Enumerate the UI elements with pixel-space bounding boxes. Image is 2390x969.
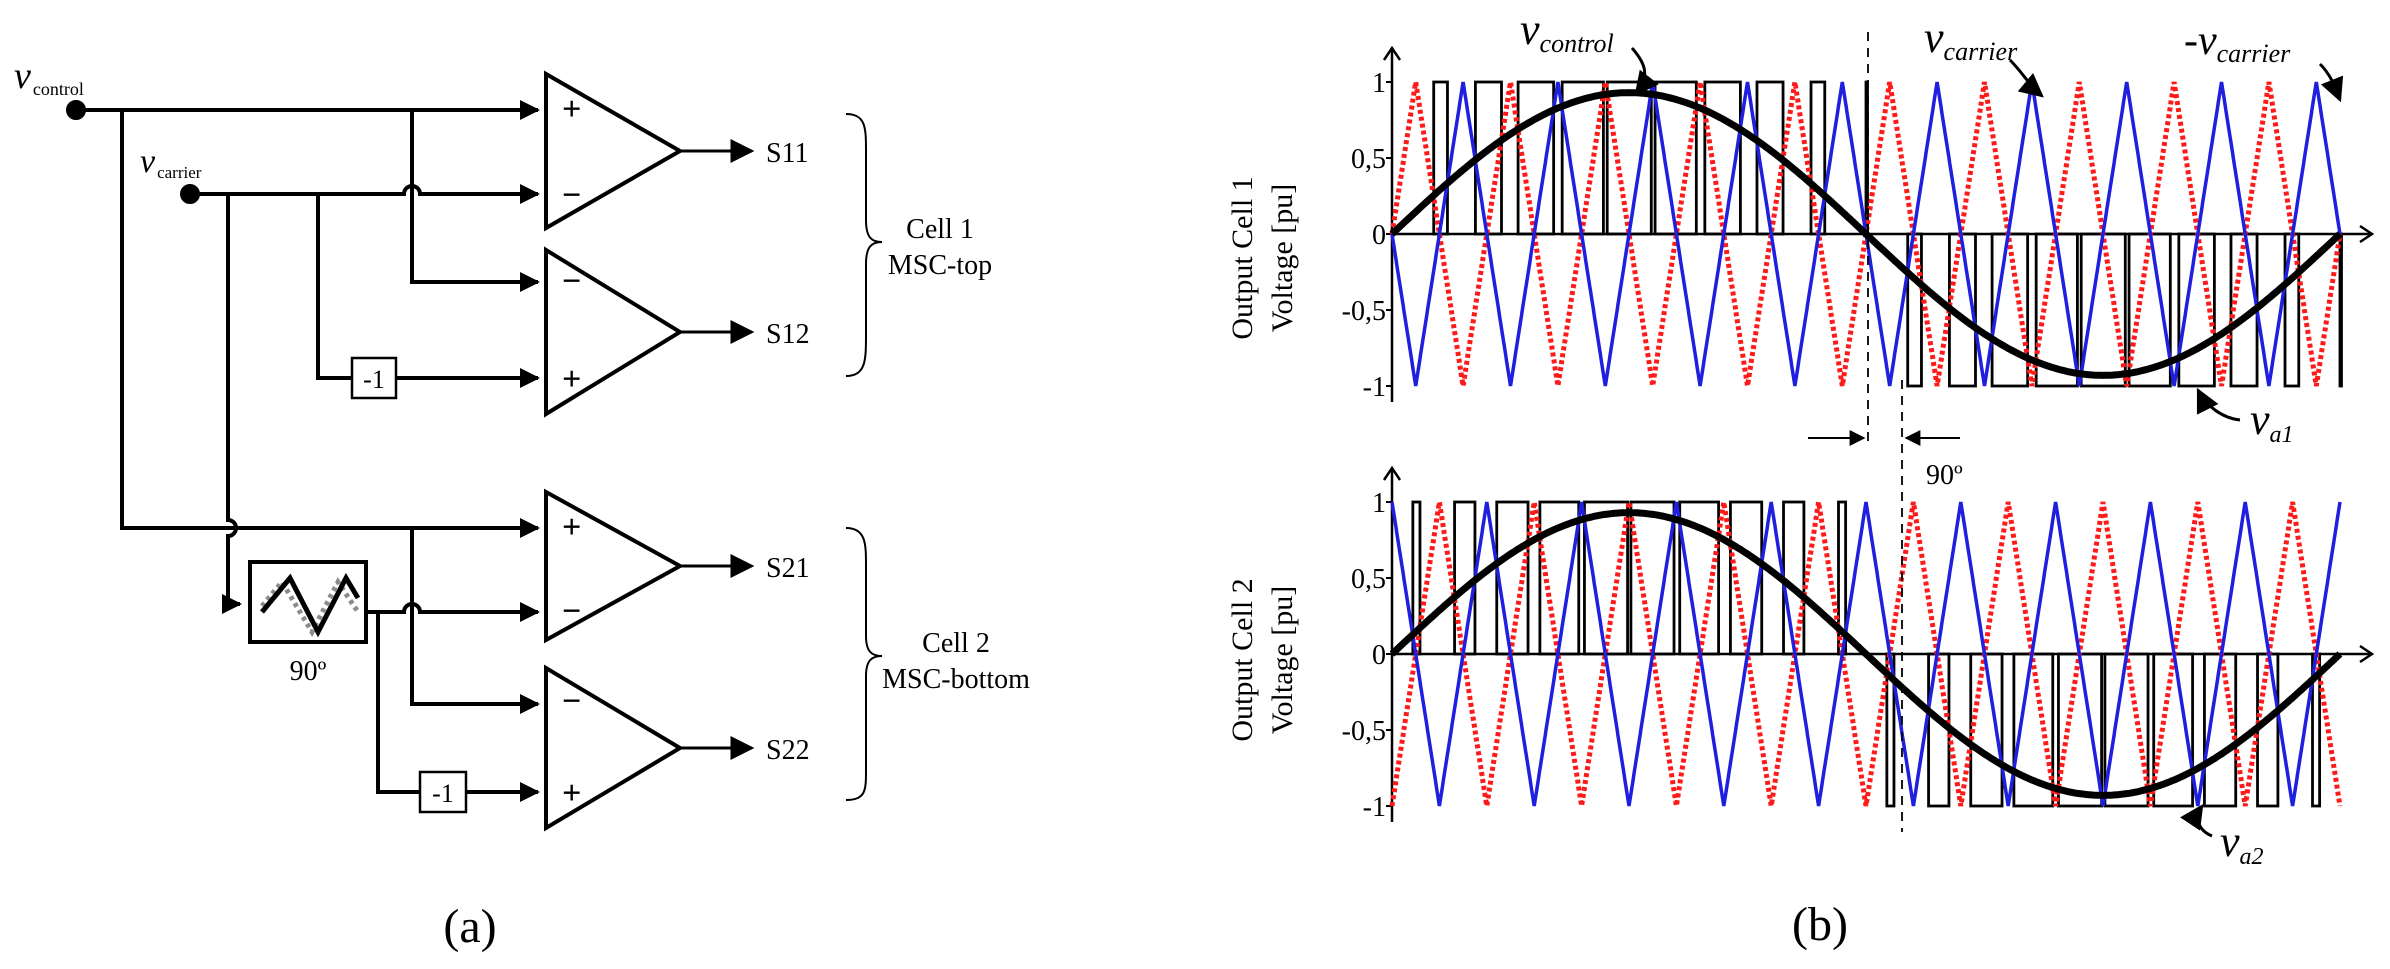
shift-out-wire <box>366 602 540 622</box>
chart2-ylabel-line2: Voltage [pu] <box>1266 586 1299 735</box>
s22-plus-sign: + <box>562 775 581 812</box>
chart2-pwm-pulse <box>1583 500 1629 656</box>
leader-va1 <box>2196 387 2241 422</box>
chart2-pwm-pulse <box>1629 500 1676 656</box>
chart2-pwm-pulse <box>1453 500 1477 656</box>
comparator-s22 <box>544 664 684 832</box>
chart1-pwm-pulse <box>1605 80 1653 236</box>
chart1-pwm-pulse <box>1516 80 1556 236</box>
chart1-pwm-pulse <box>2079 232 2127 388</box>
chart2-pwm-pulse <box>2256 652 2280 808</box>
chart2-pwm-pulse <box>1927 652 1951 808</box>
chart2-pwm-pulse <box>2103 652 2150 808</box>
s11-plus-sign: + <box>562 91 581 128</box>
panel-a-block-diagram <box>66 70 883 832</box>
chart2-x-arrowhead <box>2359 644 2375 664</box>
cell2-brace <box>845 527 883 801</box>
inverter-2-label: -1 <box>432 779 454 808</box>
phase-shift-label: 90º <box>290 656 327 687</box>
annotation-leaders <box>1630 32 2344 838</box>
chart2-control-line <box>1389 509 2343 799</box>
control-input-label: v control <box>14 55 84 99</box>
inverter-1-label: -1 <box>363 365 385 394</box>
comparator-s12 <box>544 246 684 418</box>
carrier-wire-to-s12 <box>410 110 540 292</box>
output-s22: S22 <box>766 735 810 766</box>
leader-v-control <box>1630 47 1659 96</box>
cell1-brace <box>845 113 883 377</box>
annotation-v-carrier: vcarrier <box>1924 13 2018 66</box>
chart2-ytick-label: 1 <box>1372 488 1386 519</box>
output-s21: S21 <box>766 553 810 584</box>
control-wire-to-s22 <box>410 528 540 714</box>
chart2-pwm-pulse <box>1782 500 1806 656</box>
s11-minus-sign: − <box>562 177 581 214</box>
leader-neg-v-carrier <box>2318 62 2344 103</box>
chart2-pwm-pulse <box>1495 500 1530 656</box>
panel-a-labels: v control v carrier + − − + + − − + -1 -1 … <box>14 55 1030 953</box>
s22-minus-sign: − <box>562 683 581 720</box>
comparator-s11 <box>544 70 685 232</box>
annotation-v-control: vcontrol <box>1520 5 1614 58</box>
chart2-ylabel-line1: Output Cell 2 <box>1226 578 1259 741</box>
chart1-control-line <box>1389 89 2343 379</box>
chart1-ytick-label: 1 <box>1372 68 1386 99</box>
carrier-wire-to-shift <box>222 194 242 614</box>
phase-shift-icon-dotted <box>260 577 361 638</box>
panel-b-labels: Output Cell 1 Voltage [pu] Output Cell 2… <box>1226 5 2294 951</box>
leader-v-carrier <box>2008 58 2044 98</box>
chart-cell1: 1 0,5 0 -0,5 -1 <box>1342 45 2375 403</box>
chart1-ytick-label: -1 <box>1363 372 1386 403</box>
inverter-box-2 <box>418 770 468 814</box>
caption-a: (a) <box>443 900 496 953</box>
chart1-ytick-label: 0,5 <box>1351 144 1386 175</box>
comparator-s21 <box>544 488 685 644</box>
s12-plus-sign: + <box>562 361 581 398</box>
s21-plus-sign: + <box>562 509 581 546</box>
shift-wire-inverter <box>376 612 420 794</box>
cell1-group-line2: MSC-top <box>888 250 992 281</box>
cell2-group-line2: MSC-bottom <box>882 664 1030 695</box>
output-s12: S12 <box>766 319 810 350</box>
caption-b: (b) <box>1792 898 1848 951</box>
control-wire-down <box>120 110 540 538</box>
annotation-va2: va2 <box>2220 817 2264 870</box>
chart1-y-arrowhead <box>1382 45 1402 61</box>
chart2-ytick-label: -0,5 <box>1342 716 1386 747</box>
chart1-ytick-label: 0 <box>1372 220 1386 251</box>
chart1-x-arrowhead <box>2359 224 2375 244</box>
chart2-ytick-label: -1 <box>1363 792 1386 823</box>
chart1-ylabel-line1: Output Cell 1 <box>1226 176 1259 339</box>
chart2-carrier-line <box>1390 501 2342 807</box>
chart-cell2: 1 0,5 0 -0,5 -1 <box>1342 465 2375 823</box>
inverter-box-1 <box>350 356 398 400</box>
carrier-input-label: v carrier <box>140 143 202 182</box>
carrier-wire-to-s11 <box>190 184 540 204</box>
phase-shift-icon-solid <box>260 572 361 638</box>
chart2-y-arrowhead <box>1382 465 1402 481</box>
chart1-pwm-pulse <box>2338 232 2343 388</box>
shift-label-90: 90º <box>1926 460 1963 491</box>
s21-minus-sign: − <box>562 593 581 630</box>
chart1-pwm-pulse <box>1432 80 1449 236</box>
s12-minus-sign: − <box>562 263 581 300</box>
carrier-wire-inverter <box>316 194 352 380</box>
chart1-ylabel-line2: Voltage [pu] <box>1266 184 1299 333</box>
annotation-va1: va1 <box>2250 395 2294 448</box>
annotation-neg-v-carrier: -vcarrier <box>2184 18 2291 68</box>
leader-va2 <box>2180 804 2213 838</box>
cell1-group-line1: Cell 1 <box>906 214 974 245</box>
chart1-ytick-label: -0,5 <box>1342 296 1386 327</box>
cell2-group-line1: Cell 2 <box>922 628 990 659</box>
output-s11: S11 <box>766 138 809 169</box>
chart2-ytick-label: 0,5 <box>1351 564 1386 595</box>
chart2-ytick-label: 0 <box>1372 640 1386 671</box>
chart2-neg-carrier-line <box>1389 501 2343 807</box>
